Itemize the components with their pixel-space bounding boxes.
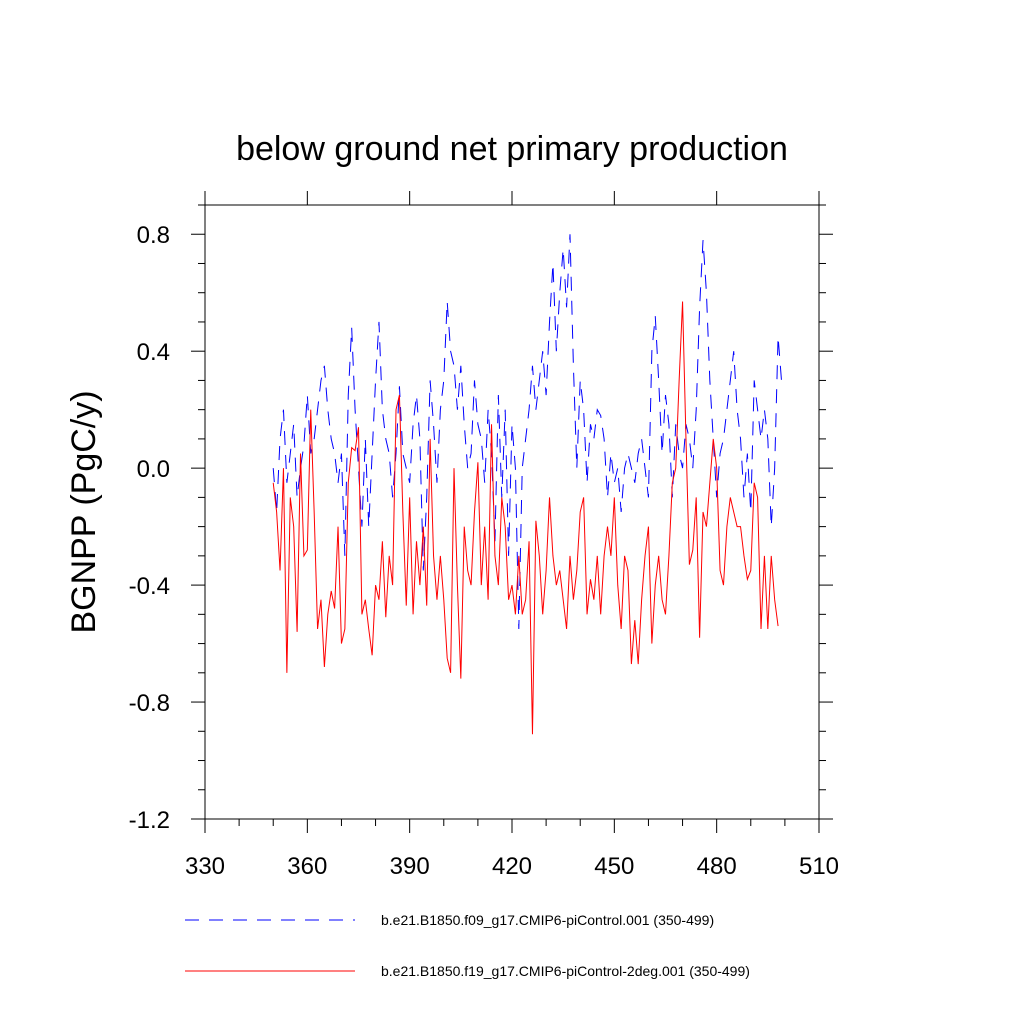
legend-label-1: b.e21.B1850.f19_g17.CMIP6-piControl-2deg… (381, 963, 750, 979)
series-line-0 (272, 234, 782, 629)
y-tick-label: 0.8 (137, 222, 170, 249)
x-tick-label: 360 (287, 853, 327, 880)
legend-label-0: b.e21.B1850.f09_g17.CMIP6-piControl.001 … (381, 912, 714, 928)
y-axis-label: BGNPP (PgC/y) (65, 390, 103, 633)
y-tick-label: -1.2 (129, 807, 170, 834)
x-tick-label: 420 (492, 853, 532, 880)
x-tick-label: 450 (594, 853, 634, 880)
y-tick-label: -0.8 (129, 690, 170, 717)
series-group (272, 234, 782, 735)
y-tick-label: 0.0 (137, 456, 170, 483)
x-tick-label: 510 (799, 853, 839, 880)
chart-title: below ground net primary production (236, 130, 788, 168)
x-tick-label: 390 (390, 853, 430, 880)
x-tick-label: 480 (697, 853, 737, 880)
legend: b.e21.B1850.f09_g17.CMIP6-piControl.001 … (185, 912, 750, 979)
series-line-1 (272, 301, 779, 735)
axis-ticks: 330 360 390 420 450 480 510 0.8 0.4 0.0 -0.4 -0.8 -1… (129, 191, 839, 880)
y-tick-label: 0.4 (137, 339, 170, 366)
y-tick-label: -0.4 (129, 573, 170, 600)
plot-frame (204, 204, 820, 820)
x-tick-label: 330 (185, 853, 225, 880)
